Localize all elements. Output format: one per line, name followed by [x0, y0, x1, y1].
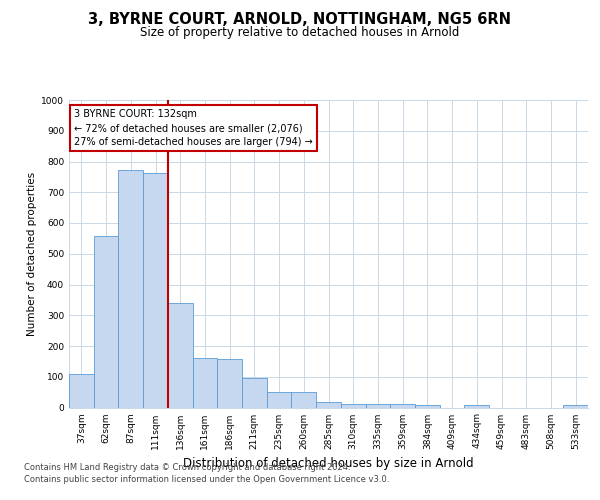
Bar [242, 378, 267, 408]
Bar [365, 404, 390, 407]
Bar [563, 404, 588, 407]
Text: 3 BYRNE COURT: 132sqm
← 72% of detached houses are smaller (2,076)
27% of semi-d: 3 BYRNE COURT: 132sqm ← 72% of detached … [74, 109, 313, 147]
Bar [267, 392, 292, 407]
Text: Contains public sector information licensed under the Open Government Licence v3: Contains public sector information licen… [24, 475, 389, 484]
Bar [415, 404, 440, 407]
Bar [193, 358, 217, 408]
Bar [168, 303, 193, 408]
Y-axis label: Number of detached properties: Number of detached properties [27, 172, 37, 336]
Text: 3, BYRNE COURT, ARNOLD, NOTTINGHAM, NG5 6RN: 3, BYRNE COURT, ARNOLD, NOTTINGHAM, NG5 … [89, 12, 511, 28]
Bar [390, 404, 415, 407]
Bar [464, 406, 489, 407]
Bar [217, 359, 242, 408]
Text: Size of property relative to detached houses in Arnold: Size of property relative to detached ho… [140, 26, 460, 39]
Bar [341, 404, 365, 407]
Bar [118, 170, 143, 408]
Bar [69, 374, 94, 408]
Bar [292, 392, 316, 407]
Bar [143, 173, 168, 408]
Bar [94, 236, 118, 408]
Bar [316, 402, 341, 407]
Text: Contains HM Land Registry data © Crown copyright and database right 2024.: Contains HM Land Registry data © Crown c… [24, 462, 350, 471]
X-axis label: Distribution of detached houses by size in Arnold: Distribution of detached houses by size … [183, 457, 474, 470]
